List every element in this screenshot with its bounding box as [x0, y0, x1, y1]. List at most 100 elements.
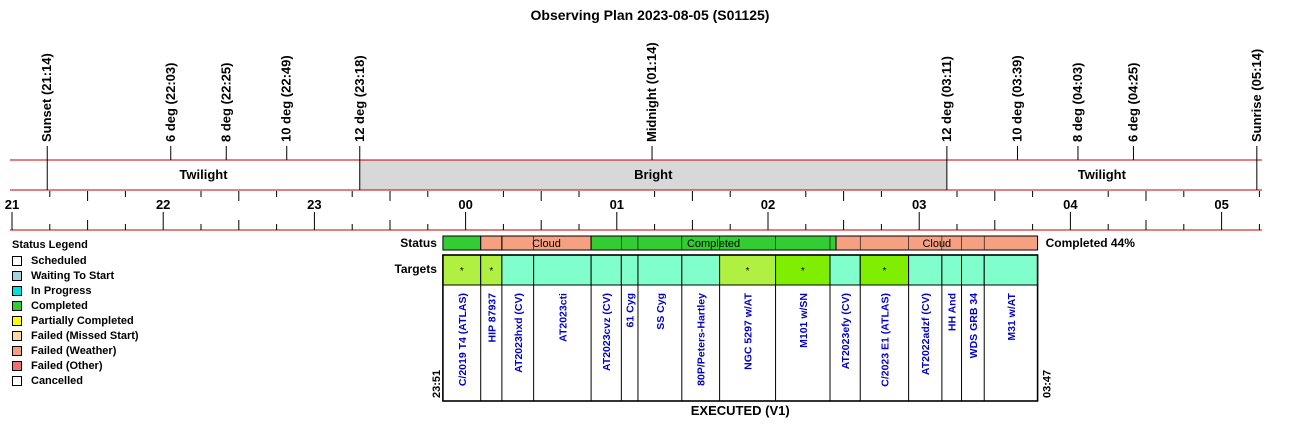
axis-tick-label-8: 05 — [1214, 197, 1228, 212]
target-cell-12 — [908, 254, 943, 286]
legend-item: Failed (Weather) — [12, 343, 139, 358]
sky-band-label-1: Bright — [634, 167, 673, 182]
target-name-13: HH And — [947, 293, 959, 331]
axis-tick-label-3: 00 — [458, 197, 472, 212]
event-label-4: 12 deg (23:18) — [352, 55, 367, 142]
status-legend: Status Legend Scheduled Waiting To Start I… — [12, 239, 139, 388]
event-label-7: 10 deg (03:39) — [1009, 55, 1024, 142]
event-label-10: Sunrise (05:14) — [1249, 49, 1264, 142]
event-label-2: 8 deg (22:25) — [218, 63, 233, 142]
sky-band-1 — [359, 160, 947, 190]
target-mark-8: * — [746, 266, 750, 277]
target-name-10: AT2023efy (CV) — [840, 293, 852, 369]
target-cell-13 — [941, 254, 963, 286]
status-segment-label-4: Cloud — [922, 238, 951, 250]
target-name-2: AT2023hxd (CV) — [513, 293, 525, 373]
legend-label: Failed (Weather) — [31, 344, 117, 357]
time-axis: 21 22 23 00 01 02 03 04 05 — [5, 191, 1262, 231]
legend-swatch — [12, 270, 22, 281]
legend-item: Cancelled — [12, 373, 139, 388]
target-name-4: AT2023cvz (CV) — [601, 293, 613, 371]
event-label-6: 12 deg (03:11) — [939, 56, 954, 142]
executed-frame — [442, 254, 1039, 402]
target-cell-2 — [501, 254, 535, 286]
target-name-6: SS Cyg — [655, 293, 667, 330]
status-segment-4 — [835, 235, 1039, 251]
event-label-9: 6 deg (04:25) — [1125, 63, 1140, 142]
status-row: Status Cloud Completed Cloud Completed 44% — [400, 235, 1136, 251]
legend-items: Scheduled Waiting To Start In Progress Comp… — [12, 253, 139, 388]
axis-tick-label-0: 21 — [5, 197, 19, 212]
status-segment-0 — [442, 235, 482, 251]
status-row-label: Status — [400, 236, 437, 250]
legend-item: Failed (Other) — [12, 358, 139, 373]
legend-swatch — [12, 315, 22, 326]
event-label-5: Midnight (01:14) — [644, 42, 659, 142]
target-name-12: AT2022adzf (CV) — [920, 293, 932, 375]
target-name-14: WDS GRB 34 — [968, 293, 980, 359]
target-name-8: NGC 5297 w/AT — [743, 292, 755, 369]
sky-band-label-0: Twilight — [179, 167, 228, 182]
legend-label: Cancelled — [31, 374, 83, 387]
legend-label: Partially Completed — [31, 314, 134, 327]
event-label-3: 10 deg (22:49) — [279, 55, 294, 142]
status-segment-label-2: Cloud — [532, 238, 561, 250]
targets-row: Targets * C/2019 T4 (ATLAS) * HIP 87937 AT202… — [394, 254, 1039, 401]
event-label-1: 6 deg (22:03) — [163, 63, 178, 142]
sky-band-0 — [47, 160, 360, 190]
axis-tick-label-2: 23 — [307, 197, 321, 212]
target-cell-11 — [859, 254, 910, 286]
completion-text: Completed 44% — [1046, 236, 1136, 250]
legend-item: Partially Completed — [12, 313, 139, 328]
status-segment-label-3: Completed — [687, 238, 740, 250]
target-cell-3 — [533, 254, 592, 286]
legend-item: Scheduled — [12, 253, 139, 268]
target-mark-11: * — [882, 266, 886, 277]
event-markers: Sunset (21:14) 6 deg (22:03) 8 deg (22:25)… — [39, 42, 1264, 190]
target-cell-10 — [829, 254, 861, 286]
target-cell-7 — [681, 254, 721, 286]
sky-band-label-2: Twilight — [1078, 167, 1127, 182]
legend-item: In Progress — [12, 283, 139, 298]
axis-tick-label-7: 04 — [1063, 197, 1078, 212]
legend-swatch — [12, 375, 22, 386]
legend-swatch — [12, 360, 22, 371]
sky-bands: Twilight Bright Twilight — [10, 159, 1262, 191]
executed-start-label: 23:51 — [431, 370, 443, 398]
axis-tick-label-1: 22 — [156, 197, 170, 212]
target-cell-6 — [637, 254, 683, 286]
target-cell-14 — [961, 254, 985, 286]
legend-label: Waiting To Start — [31, 269, 115, 282]
axis-tick-label-6: 03 — [912, 197, 926, 212]
status-segment-1 — [480, 235, 503, 251]
event-label-8: 8 deg (04:03) — [1070, 63, 1085, 142]
legend-item: Failed (Missed Start) — [12, 328, 139, 343]
target-name-5: 61 Cyg — [625, 293, 637, 327]
legend-label: Completed — [31, 299, 88, 312]
legend-swatch — [12, 285, 22, 296]
event-label-0: Sunset (21:14) — [39, 53, 54, 142]
target-mark-0: * — [460, 266, 464, 277]
target-mark-9: * — [801, 266, 805, 277]
target-name-0: C/2019 T4 (ATLAS) — [457, 293, 469, 386]
legend-swatch — [12, 300, 22, 311]
executed-label: EXECUTED (V1) — [691, 403, 790, 418]
legend-label: Scheduled — [31, 254, 87, 267]
executed-end-label: 03:47 — [1042, 370, 1054, 398]
legend-swatch — [12, 255, 22, 266]
axis-tick-label-4: 01 — [610, 197, 624, 212]
target-mark-1: * — [489, 266, 493, 277]
executed-block: EXECUTED (V1) 23:51 03:47 — [431, 254, 1054, 418]
target-name-1: HIP 87937 — [486, 293, 498, 343]
target-cell-0 — [442, 254, 482, 286]
target-name-3: AT2023cti — [557, 293, 569, 342]
legend-item: Completed — [12, 298, 139, 313]
target-cell-4 — [590, 254, 622, 286]
legend-label: In Progress — [31, 284, 92, 297]
targets-row-label: Targets — [394, 262, 437, 276]
axis-tick-label-5: 02 — [761, 197, 775, 212]
target-cell-15 — [983, 254, 1039, 286]
target-cell-5 — [620, 254, 639, 286]
legend-label: Failed (Other) — [31, 359, 103, 372]
